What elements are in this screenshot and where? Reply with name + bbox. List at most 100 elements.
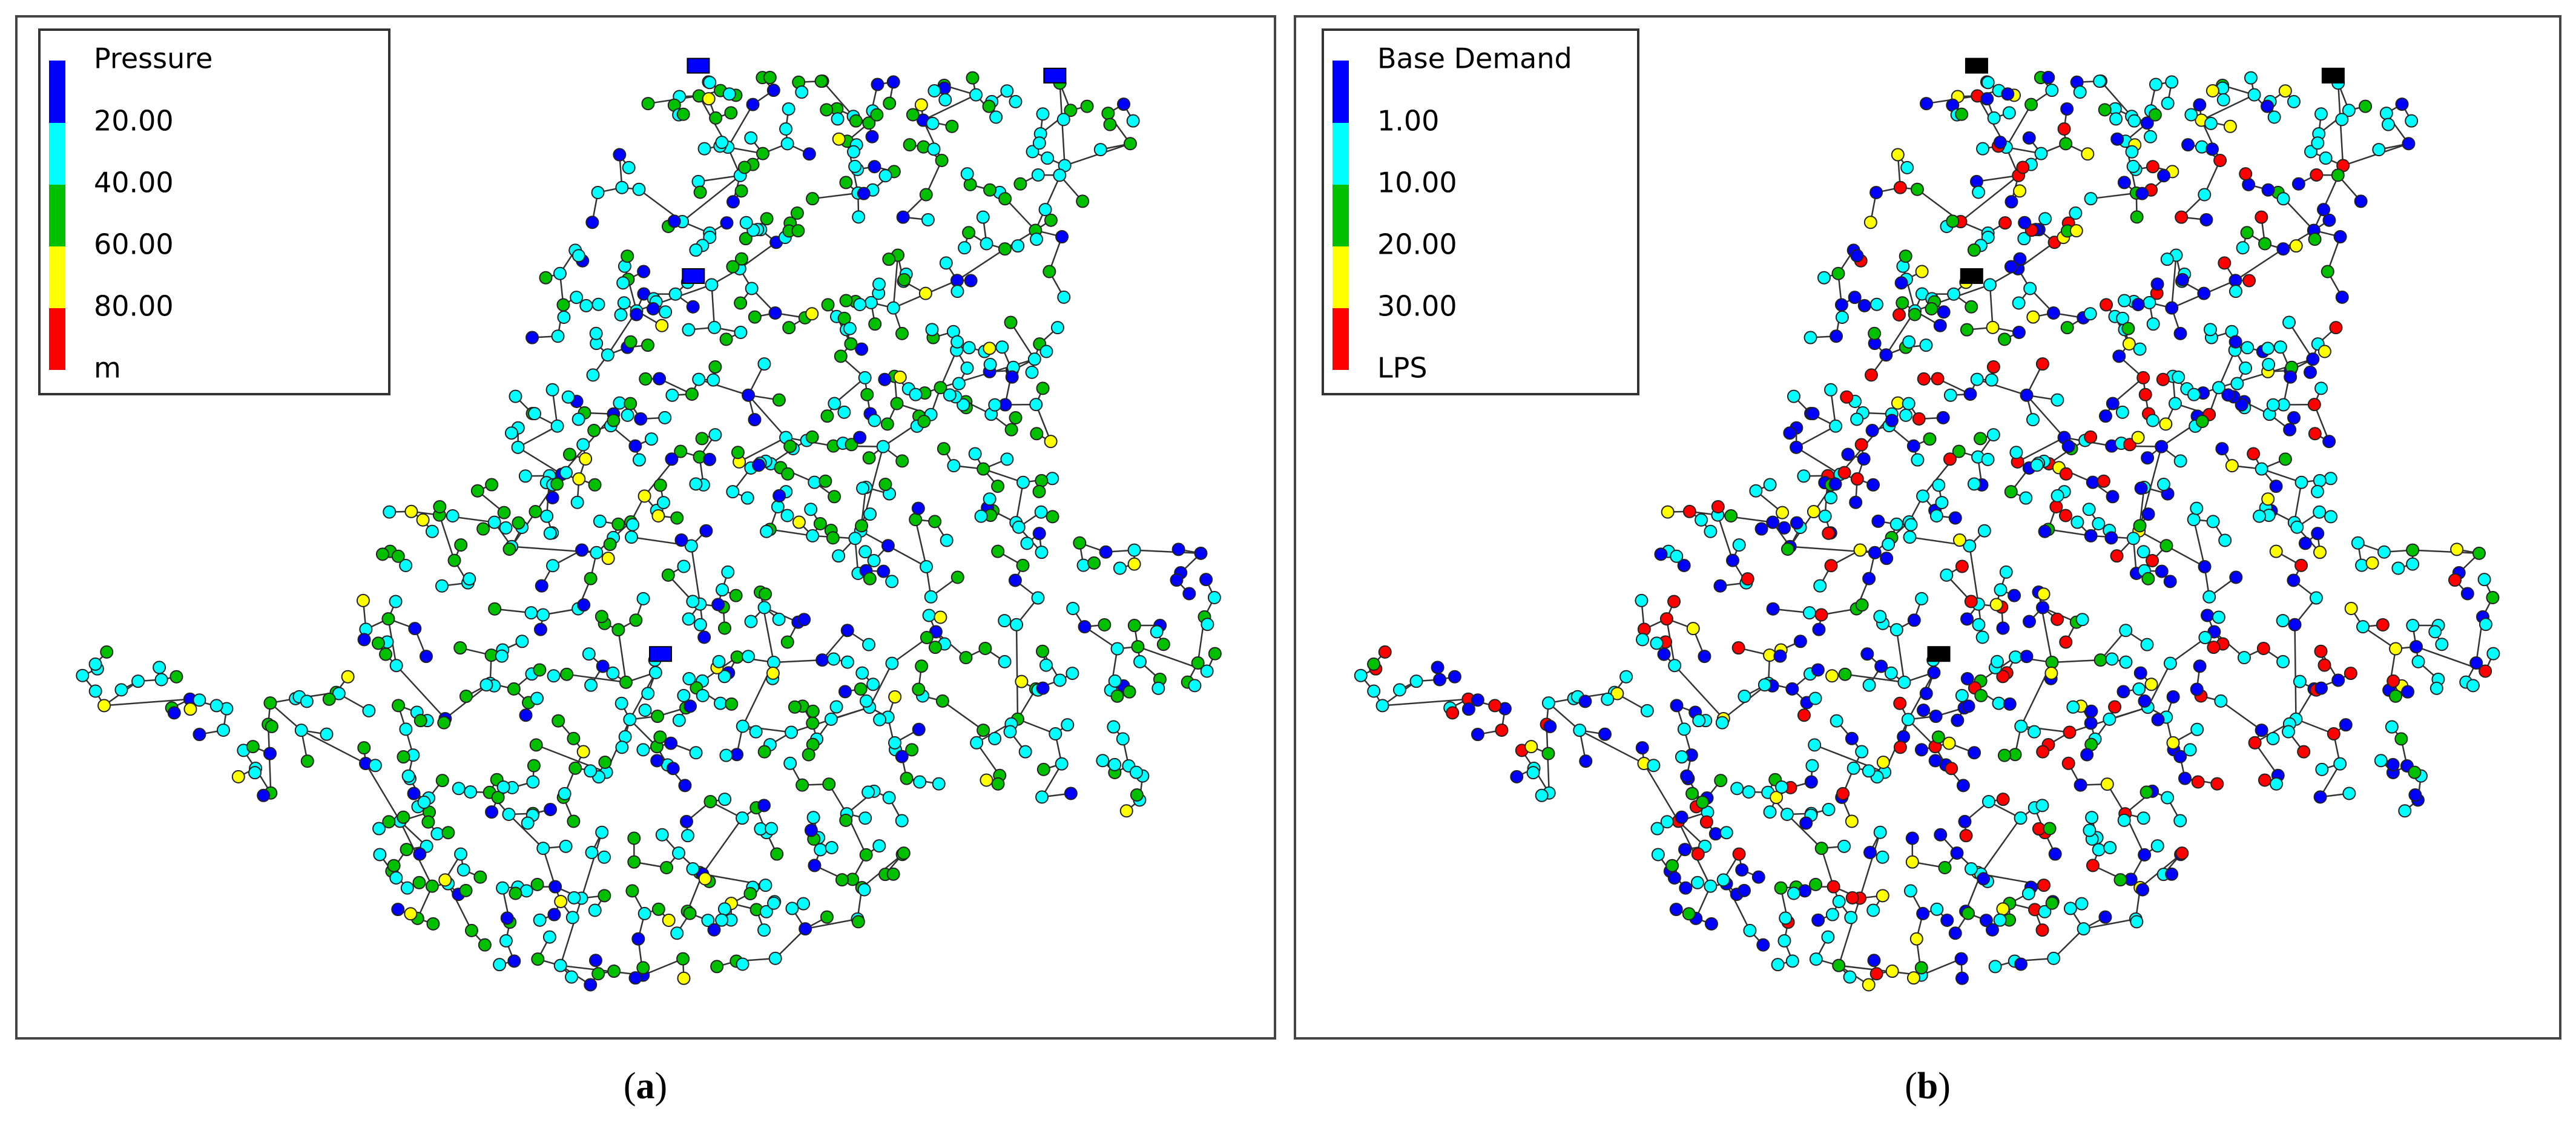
junction	[1845, 891, 1859, 905]
junction	[1857, 452, 1871, 466]
junction	[417, 796, 431, 810]
junction	[2165, 867, 2179, 881]
junction	[546, 559, 560, 573]
junction	[1573, 724, 1587, 737]
junction	[496, 881, 510, 895]
junction	[2130, 210, 2144, 224]
junction	[430, 827, 444, 841]
junction	[881, 539, 895, 553]
junction	[1811, 913, 1825, 927]
junction	[1448, 670, 1461, 684]
junction	[2133, 666, 2147, 680]
junction	[885, 656, 899, 670]
junction	[736, 811, 749, 825]
junction	[404, 907, 418, 921]
junction	[1811, 663, 1825, 677]
junction	[2084, 716, 2098, 730]
junction	[539, 271, 553, 285]
junction	[2150, 277, 2164, 291]
junction	[437, 716, 451, 730]
junction	[826, 531, 840, 545]
junction	[2308, 427, 2322, 441]
junction	[1780, 807, 1794, 821]
junction	[2166, 736, 2180, 750]
junction	[726, 485, 740, 499]
legend-swatch	[1332, 123, 1349, 185]
junction	[1960, 323, 1974, 337]
junction	[550, 477, 564, 491]
pipe	[2021, 725, 2070, 733]
junction	[2472, 546, 2486, 560]
junction	[1129, 765, 1143, 779]
junction	[2037, 587, 2051, 601]
junction	[824, 712, 838, 726]
junction	[2374, 754, 2388, 768]
junction	[914, 98, 928, 112]
junction	[1809, 952, 1823, 966]
junction	[2069, 224, 2083, 238]
junction	[636, 743, 650, 757]
junction	[2136, 883, 2150, 897]
junction	[719, 332, 733, 346]
junction	[672, 846, 686, 860]
junction	[1787, 389, 1800, 403]
junction	[1876, 889, 1889, 903]
junction	[852, 210, 866, 224]
junction	[1985, 923, 1999, 937]
junction	[1841, 447, 1855, 461]
junction	[1808, 738, 1822, 752]
junction	[1790, 516, 1804, 530]
legend-swatch	[49, 123, 65, 185]
legend-label: 20.00	[94, 105, 174, 137]
junction	[641, 97, 655, 111]
junction	[2035, 923, 2049, 937]
junction	[2141, 572, 2155, 585]
junction	[2138, 848, 2152, 862]
junction	[2335, 290, 2349, 304]
junction	[1191, 656, 1205, 670]
junction	[757, 357, 771, 371]
junction	[742, 388, 756, 402]
junction	[1987, 111, 2001, 125]
junction	[1032, 527, 1046, 541]
junction	[2241, 341, 2255, 355]
junction	[1526, 766, 1540, 780]
junction	[1654, 547, 1668, 561]
junction	[1997, 748, 2011, 762]
junction	[2059, 137, 2073, 151]
junction	[1732, 538, 1746, 552]
junction	[2327, 727, 2340, 741]
junction	[703, 76, 717, 90]
junction	[1942, 736, 1956, 750]
junction	[2287, 94, 2301, 108]
junction	[1170, 573, 1184, 587]
junction	[740, 491, 754, 505]
junction	[1433, 673, 1447, 687]
junction	[1018, 745, 1032, 759]
junction	[636, 961, 650, 975]
junction	[1708, 827, 1722, 841]
junction	[2344, 601, 2358, 615]
junction	[2135, 186, 2149, 200]
junction	[1999, 565, 2013, 579]
junction	[2261, 492, 2275, 506]
junction	[828, 490, 842, 504]
junction	[628, 439, 642, 453]
junction	[2150, 839, 2164, 853]
junction	[920, 559, 934, 573]
junction	[1130, 788, 1144, 802]
junction	[677, 688, 691, 702]
junction	[720, 216, 734, 230]
junction	[760, 524, 774, 538]
junction	[2082, 503, 2096, 516]
junction	[2126, 159, 2140, 173]
junction	[1027, 352, 1041, 366]
junction	[636, 592, 650, 605]
junction	[476, 522, 490, 536]
junction	[1108, 674, 1122, 688]
junction	[1101, 107, 1115, 120]
junction	[1780, 542, 1794, 556]
junction	[2008, 589, 2021, 602]
junction	[1150, 625, 1164, 639]
junction	[615, 180, 629, 194]
